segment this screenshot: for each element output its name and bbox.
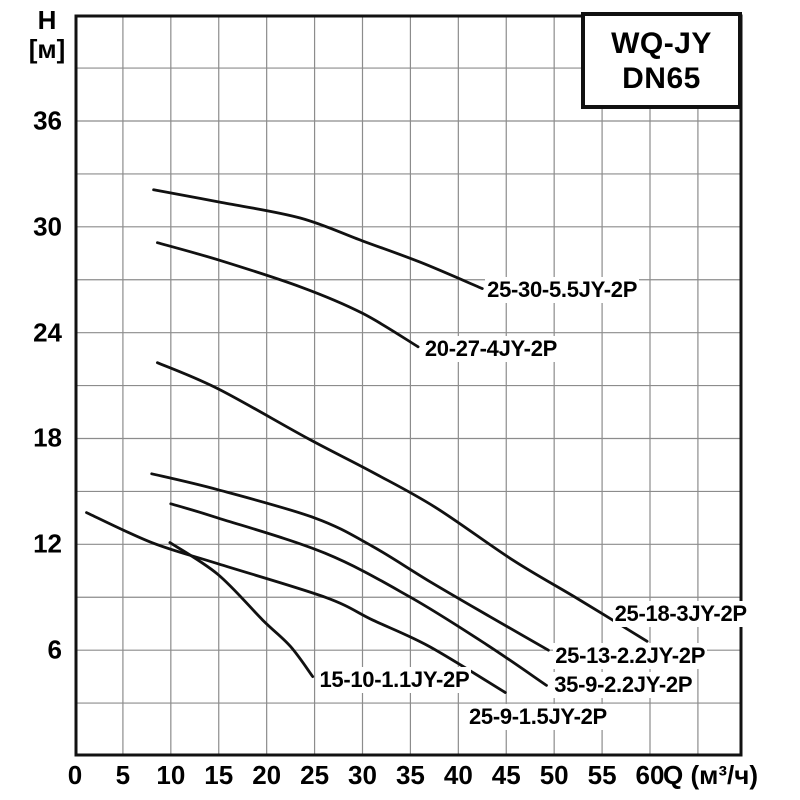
x-tick-label-35: 35 (395, 760, 425, 790)
curve-label-20-27-4JY-2P: 20-27-4JY-2P (422, 335, 560, 362)
y-tick-label-12: 12 (33, 528, 62, 559)
x-tick-label-50: 50 (539, 760, 569, 790)
x-tick-label-55: 55 (587, 760, 617, 790)
x-tick-label-30: 30 (348, 760, 377, 790)
plot-border (74, 14, 743, 757)
y-tick-label-18: 18 (33, 422, 62, 453)
y-tick-label-6: 6 (47, 634, 62, 665)
curve-35-9-2.2JY-2P (169, 502, 548, 687)
curve-25-9-1.5JY-2P (85, 511, 507, 694)
y-tick-label-36: 36 (33, 105, 62, 136)
y-axis-title: H [м] (24, 6, 70, 64)
model-box: WQ-JY DN65 (581, 12, 742, 109)
y-tick-label-30: 30 (33, 211, 62, 242)
curve-15-10-1.1JY-2P (168, 541, 315, 678)
y-tick-label-24: 24 (33, 317, 62, 348)
model-box-series-name: WQ-JY (611, 26, 712, 60)
curve-25-18-3JY-2P (156, 361, 649, 643)
curve-25-30-5.5JY-2P (152, 188, 484, 290)
x-tick-label-5: 5 (115, 760, 131, 790)
y-axis-symbol: H (37, 5, 57, 35)
x-tick-label-40: 40 (443, 760, 473, 790)
x-tick-label-15: 15 (204, 760, 234, 790)
x-tick-label-45: 45 (491, 760, 521, 790)
y-axis-unit: [м] (28, 34, 66, 64)
curve-label-35-9-2.2JY-2P: 35-9-2.2JY-2P (552, 672, 695, 699)
curve-20-27-4JY-2P (156, 241, 420, 349)
model-box-dn-size: DN65 (622, 61, 701, 95)
curve-label-25-30-5.5JY-2P: 25-30-5.5JY-2P (485, 277, 640, 304)
curve-label-25-9-1.5JY-2P: 25-9-1.5JY-2P (466, 704, 609, 731)
x-tick-label-60: 60 (635, 760, 665, 790)
x-axis-unit-label: Q (м³/ч) (663, 760, 758, 790)
x-tick-label-10: 10 (156, 760, 186, 790)
curve-label-15-10-1.1JY-2P: 15-10-1.1JY-2P (317, 666, 472, 693)
curve-label-25-13-2.2JY-2P: 25-13-2.2JY-2P (553, 642, 708, 669)
x-tick-label-0: 0 (67, 760, 83, 790)
curve-25-13-2.2JY-2P (150, 472, 550, 652)
x-tick-label-20: 20 (252, 760, 282, 790)
curve-label-25-18-3JY-2P: 25-18-3JY-2P (612, 601, 749, 627)
x-tick-label-25: 25 (300, 760, 330, 790)
